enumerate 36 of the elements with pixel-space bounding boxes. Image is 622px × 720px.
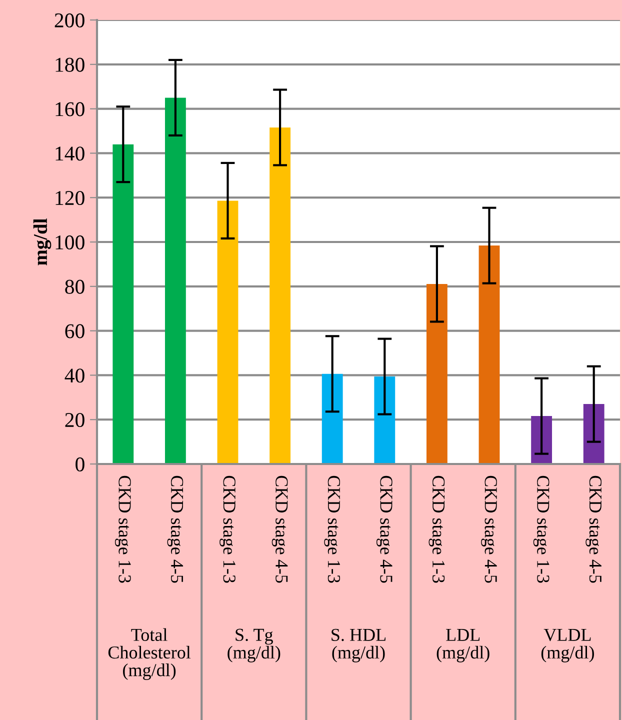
x-tick-label: CKD stage 1-3 — [324, 476, 340, 583]
text: S. HDL (mg/dl) — [332, 628, 386, 662]
x-tick-label: CKD stage 1-3 — [220, 476, 236, 583]
bar — [217, 200, 238, 464]
text: LDL (mg/dl) — [436, 628, 490, 662]
y-axis-title: mg/dl — [33, 218, 52, 266]
bar — [322, 374, 343, 464]
y-tick-label: 40 — [64, 368, 84, 383]
y-tick-label: 20 — [65, 412, 84, 428]
y-tick-label: 120 — [56, 190, 84, 206]
y-tick-label: 140 — [56, 146, 84, 161]
bar — [164, 98, 186, 464]
text: VLDL (mg/dl) — [541, 628, 594, 662]
x-tick-label: CKD stage 4-5 — [376, 476, 392, 583]
x-tick-label: CKD stage 4-5 — [272, 476, 288, 583]
x-tick-label: CKD stage 4-5 — [481, 476, 497, 583]
bar — [270, 127, 291, 464]
bar — [112, 144, 134, 464]
bar — [374, 376, 396, 464]
y-tick-label: 80 — [65, 280, 84, 294]
bar — [583, 404, 604, 464]
x-tick-label: CKD stage 1-3 — [428, 476, 445, 583]
x-tick-label: CKD stage 1-3 — [533, 476, 550, 583]
y-tick-label: 200 — [54, 13, 84, 28]
text: Total Cholesterol (mg/dl) — [108, 628, 191, 680]
x-tick-label: CKD stage 4-5 — [167, 476, 184, 583]
y-tick-label: 160 — [56, 102, 84, 116]
bar — [478, 246, 500, 464]
x-tick-label: CKD stage 1-3 — [114, 476, 131, 583]
y-tick-label: 60 — [65, 324, 84, 338]
y-tick-label: 0 — [76, 457, 84, 472]
x-tick-label: CKD stage 4-5 — [586, 476, 602, 583]
text: S. Tg (mg/dl) — [228, 628, 280, 662]
bar — [426, 284, 448, 464]
y-tick-label: 180 — [56, 58, 84, 72]
y-tick-label: 100 — [56, 235, 84, 250]
